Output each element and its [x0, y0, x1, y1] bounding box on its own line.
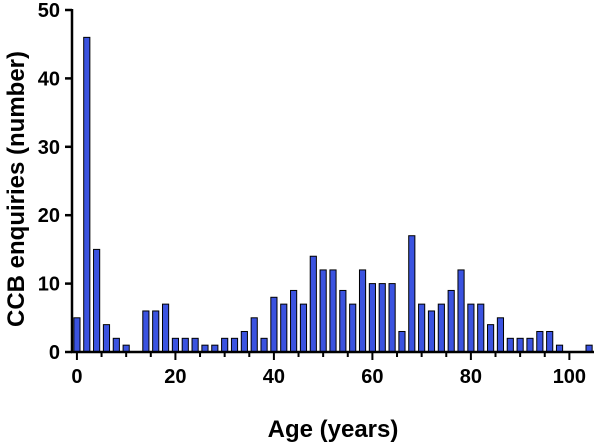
bar-age-22 — [181, 337, 189, 353]
bar-age-30 — [221, 337, 229, 353]
bar-age-0 — [73, 317, 81, 353]
bar-age-4 — [93, 248, 101, 353]
bar-age-58 — [358, 269, 367, 353]
bar-age-24 — [191, 337, 199, 353]
y-tick-label-0: 0 — [49, 342, 60, 364]
bar-age-86 — [496, 317, 505, 353]
x-tick-label-20: 20 — [164, 366, 186, 388]
bar-age-94 — [536, 330, 544, 353]
bar-age-14 — [142, 310, 150, 353]
bar-age-76 — [447, 289, 455, 353]
bar-age-72 — [427, 310, 436, 353]
bar-age-20 — [171, 337, 179, 353]
bar-age-46 — [299, 303, 308, 353]
y-tick-label-50: 50 — [38, 0, 60, 22]
bar-age-66 — [398, 330, 406, 353]
bar-age-68 — [408, 235, 416, 353]
bar-age-2 — [83, 36, 91, 353]
bars-group — [73, 36, 593, 353]
bar-age-36 — [250, 317, 258, 353]
x-tick-label-0: 0 — [71, 366, 82, 388]
bar-age-60 — [368, 283, 376, 353]
y-tick-label-30: 30 — [38, 137, 60, 159]
y-tick-label-20: 20 — [38, 205, 60, 227]
axes-group — [65, 8, 594, 360]
bar-age-52 — [329, 269, 337, 353]
x-tick-label-60: 60 — [361, 366, 383, 388]
bar-age-50 — [319, 269, 327, 353]
x-tick-label-100: 100 — [553, 366, 586, 388]
x-tick-label-40: 40 — [263, 366, 285, 388]
bar-age-44 — [290, 289, 298, 353]
bar-age-96 — [546, 330, 554, 353]
y-tick-label-10: 10 — [38, 274, 60, 296]
bar-age-16 — [152, 310, 160, 353]
bar-age-38 — [260, 337, 268, 353]
bar-age-84 — [487, 324, 495, 353]
y-tick-labels: 0 10 20 30 40 50 — [38, 0, 60, 364]
y-axis-title: CCB enquiries (number) — [3, 51, 30, 327]
x-tick-label-80: 80 — [460, 366, 482, 388]
bar-age-18 — [161, 303, 170, 353]
bar-age-48 — [309, 255, 317, 353]
bar-age-32 — [230, 337, 239, 353]
bar-age-42 — [280, 303, 288, 353]
bar-age-6 — [102, 324, 111, 353]
bar-age-88 — [506, 337, 514, 353]
bar-age-90 — [516, 337, 524, 353]
bar-age-78 — [457, 269, 465, 353]
y-tick-label-40: 40 — [38, 68, 60, 90]
bar-age-8 — [112, 337, 120, 353]
bar-age-80 — [467, 303, 475, 353]
x-tick-labels: 0 20 40 60 80 100 — [71, 366, 586, 388]
bar-age-62 — [378, 283, 386, 353]
bar-age-34 — [240, 330, 248, 353]
bar-age-64 — [388, 283, 396, 353]
bar-age-70 — [418, 303, 426, 353]
bar-age-56 — [349, 303, 357, 353]
bar-age-82 — [477, 303, 485, 353]
bar-age-92 — [526, 337, 534, 353]
bar-age-74 — [437, 303, 445, 353]
x-axis-title: Age (years) — [268, 416, 399, 443]
bar-age-54 — [339, 289, 347, 353]
bar-age-40 — [270, 296, 278, 353]
